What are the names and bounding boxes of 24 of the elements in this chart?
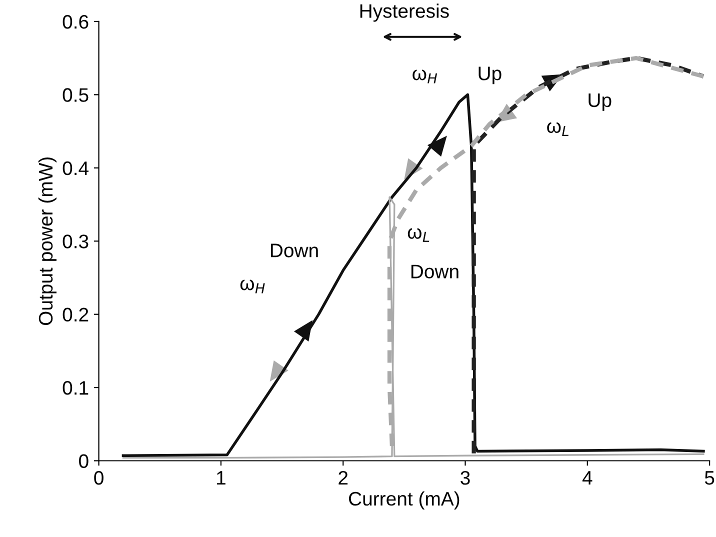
annotation: ω$_{L}$ bbox=[408, 228, 430, 242]
annotation: Hysteresis bbox=[360, 4, 449, 22]
annotation: Down bbox=[411, 264, 458, 278]
y-tick-label: 0 bbox=[79, 454, 88, 468]
x-tick-label: 4 bbox=[582, 471, 592, 485]
annotation: Up bbox=[588, 94, 612, 111]
y-tick-label: 0.6 bbox=[62, 14, 88, 29]
x-axis-title: Current (mA) bbox=[348, 491, 460, 510]
y-tick-label: 0.2 bbox=[62, 308, 88, 322]
x-tick-label: 3 bbox=[460, 470, 470, 485]
annotation: ω$_{H}$ bbox=[412, 70, 438, 84]
x-tick-label: 5 bbox=[704, 471, 714, 485]
x-tick-label: 2 bbox=[338, 470, 348, 485]
y-axis-title: Output power (mW) bbox=[38, 157, 56, 326]
y-tick-label: 0.3 bbox=[62, 234, 88, 248]
annotation: ω$_{H}$ bbox=[240, 280, 265, 294]
annotation: Down bbox=[270, 244, 318, 258]
x-tick-label: 1 bbox=[217, 471, 226, 485]
annotation: Up bbox=[478, 66, 502, 84]
y-tick-label: 0.5 bbox=[62, 88, 88, 102]
y-tick-label: 0.4 bbox=[62, 161, 89, 176]
y-tick-label: 0.1 bbox=[62, 381, 88, 395]
annotation: ω$_{L}$ bbox=[547, 122, 568, 136]
x-tick-label: 0 bbox=[94, 470, 104, 485]
